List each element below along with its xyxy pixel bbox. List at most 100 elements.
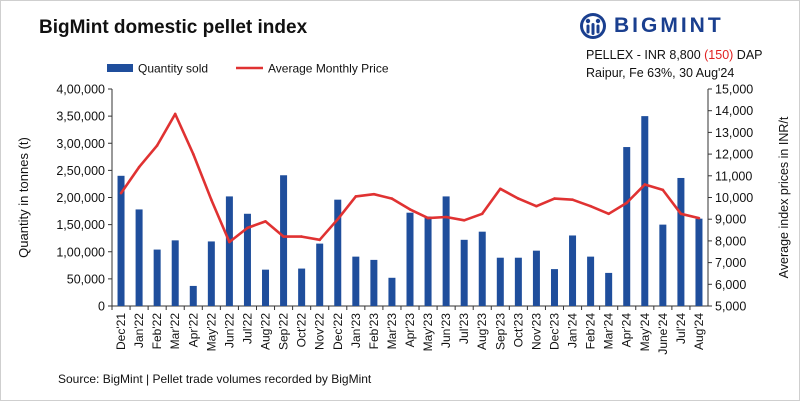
price-point — [282, 235, 285, 238]
x-tick-label: Dec'23 — [547, 313, 561, 350]
quantity-bar — [478, 231, 486, 306]
left-tick-label: 4,00,000 — [56, 83, 105, 97]
price-point — [354, 195, 358, 198]
quantity-bar — [153, 249, 161, 306]
x-tick-label: Dec'21 — [114, 313, 128, 350]
quantity-bar — [243, 213, 251, 306]
x-tick-label: Jan'23 — [349, 313, 363, 348]
x-tick-label: Oct'23 — [511, 313, 525, 348]
logo-text: BIGMINT — [614, 14, 724, 37]
left-axis-title: Quantity in tonnes (t) — [16, 137, 31, 258]
quantity-bar — [641, 116, 649, 306]
quantity-bar — [388, 277, 396, 306]
price-point — [535, 204, 538, 208]
price-point — [318, 238, 321, 242]
price-point — [607, 212, 610, 216]
quantity-bar — [225, 196, 233, 306]
bigmint-logo: BIGMINT — [578, 11, 724, 41]
quantity-bar — [695, 218, 703, 306]
pellex-change: (150) — [704, 48, 734, 62]
price-point — [589, 204, 592, 208]
right-tick-label: 12,000 — [715, 148, 753, 162]
right-tick-label: 15,000 — [715, 83, 753, 97]
legend-line-label: Average Monthly Price — [268, 62, 389, 76]
x-tick-label: Apr'22 — [186, 313, 200, 348]
left-tick-label: 3,00,000 — [56, 137, 105, 151]
price-point — [480, 212, 484, 216]
price-point — [155, 144, 159, 147]
x-tick-label: Jan'24 — [566, 313, 580, 348]
price-point — [173, 112, 177, 116]
x-tick-label: Jun'23 — [439, 313, 453, 348]
x-tick-label: Dec'22 — [331, 313, 345, 350]
pellex-suffix: DAP — [733, 48, 763, 62]
right-tick-label: 8,000 — [715, 234, 746, 248]
quantity-bar — [171, 240, 179, 306]
x-tick-label: May'23 — [421, 313, 435, 352]
x-tick-label: Jun'22 — [222, 313, 236, 348]
quantity-bar — [189, 285, 197, 306]
price-point — [119, 191, 123, 195]
price-point — [390, 197, 394, 200]
price-point — [444, 215, 448, 219]
quantity-bar — [117, 175, 125, 306]
price-point — [191, 152, 195, 156]
quantity-bar — [406, 212, 414, 306]
price-point — [264, 220, 267, 223]
quantity-bar — [569, 235, 577, 306]
quantity-bar — [460, 239, 468, 306]
x-tick-label: Apr'24 — [620, 313, 634, 348]
left-tick-label: 3,50,000 — [56, 110, 105, 124]
left-tick-label: 2,00,000 — [56, 191, 105, 205]
x-tick-label: Nov'22 — [313, 313, 327, 350]
x-tick-label: Feb'22 — [150, 313, 164, 350]
x-tick-label: Jul'24 — [674, 313, 688, 344]
x-tick-label: May'24 — [638, 313, 652, 352]
price-point — [571, 198, 574, 201]
x-tick-label: Sep'22 — [277, 313, 291, 350]
quantity-bar — [424, 216, 432, 306]
quantity-bar — [659, 224, 667, 306]
x-tick-label: May'22 — [204, 313, 218, 352]
x-tick-label: Mar'22 — [168, 313, 182, 350]
price-point — [372, 192, 376, 196]
left-tick-label: 1,50,000 — [56, 218, 105, 232]
quantity-bar — [262, 269, 270, 306]
price-point — [408, 208, 412, 211]
price-point — [679, 212, 683, 216]
x-tick-label: Aug'23 — [475, 313, 489, 350]
quantity-bar — [352, 256, 360, 306]
price-point — [137, 165, 141, 169]
left-tick-label: 0 — [98, 300, 105, 314]
quantity-bar — [442, 196, 450, 306]
legend-bar-swatch — [107, 64, 133, 72]
quantity-bar — [334, 199, 342, 306]
price-point — [553, 197, 556, 200]
price-point — [228, 240, 231, 244]
quantity-bar — [280, 175, 288, 306]
source-note: Source: BigMint | Pellet trade volumes r… — [58, 372, 372, 386]
price-point — [499, 187, 502, 191]
x-tick-label: June'24 — [656, 313, 670, 355]
x-tick-label: Jan'22 — [132, 313, 146, 348]
right-axis-title: Average index prices in INR/t — [777, 116, 791, 278]
pellex-prefix: PELLEX - INR 8,800 — [586, 48, 705, 62]
quantity-bar — [550, 269, 558, 306]
x-tick-label: Apr'23 — [403, 313, 417, 348]
bigmint-logo-icon — [580, 13, 606, 39]
right-tick-label: 6,000 — [715, 278, 746, 292]
quantity-bar — [605, 272, 613, 306]
quantity-bar — [496, 257, 504, 306]
price-point — [246, 226, 249, 230]
x-tick-label: Feb'24 — [584, 313, 598, 350]
quantity-bar — [207, 241, 215, 306]
left-tick-label: 1,00,000 — [56, 245, 105, 259]
chart-title: BigMint domestic pellet index — [39, 17, 308, 38]
right-tick-label: 10,000 — [715, 191, 753, 205]
right-tick-label: 5,000 — [715, 300, 746, 314]
price-point — [426, 216, 430, 220]
x-tick-label: Mar'24 — [602, 313, 616, 350]
price-point — [643, 183, 647, 186]
left-tick-label: 50,000 — [67, 272, 105, 286]
quantity-bar — [677, 177, 685, 306]
